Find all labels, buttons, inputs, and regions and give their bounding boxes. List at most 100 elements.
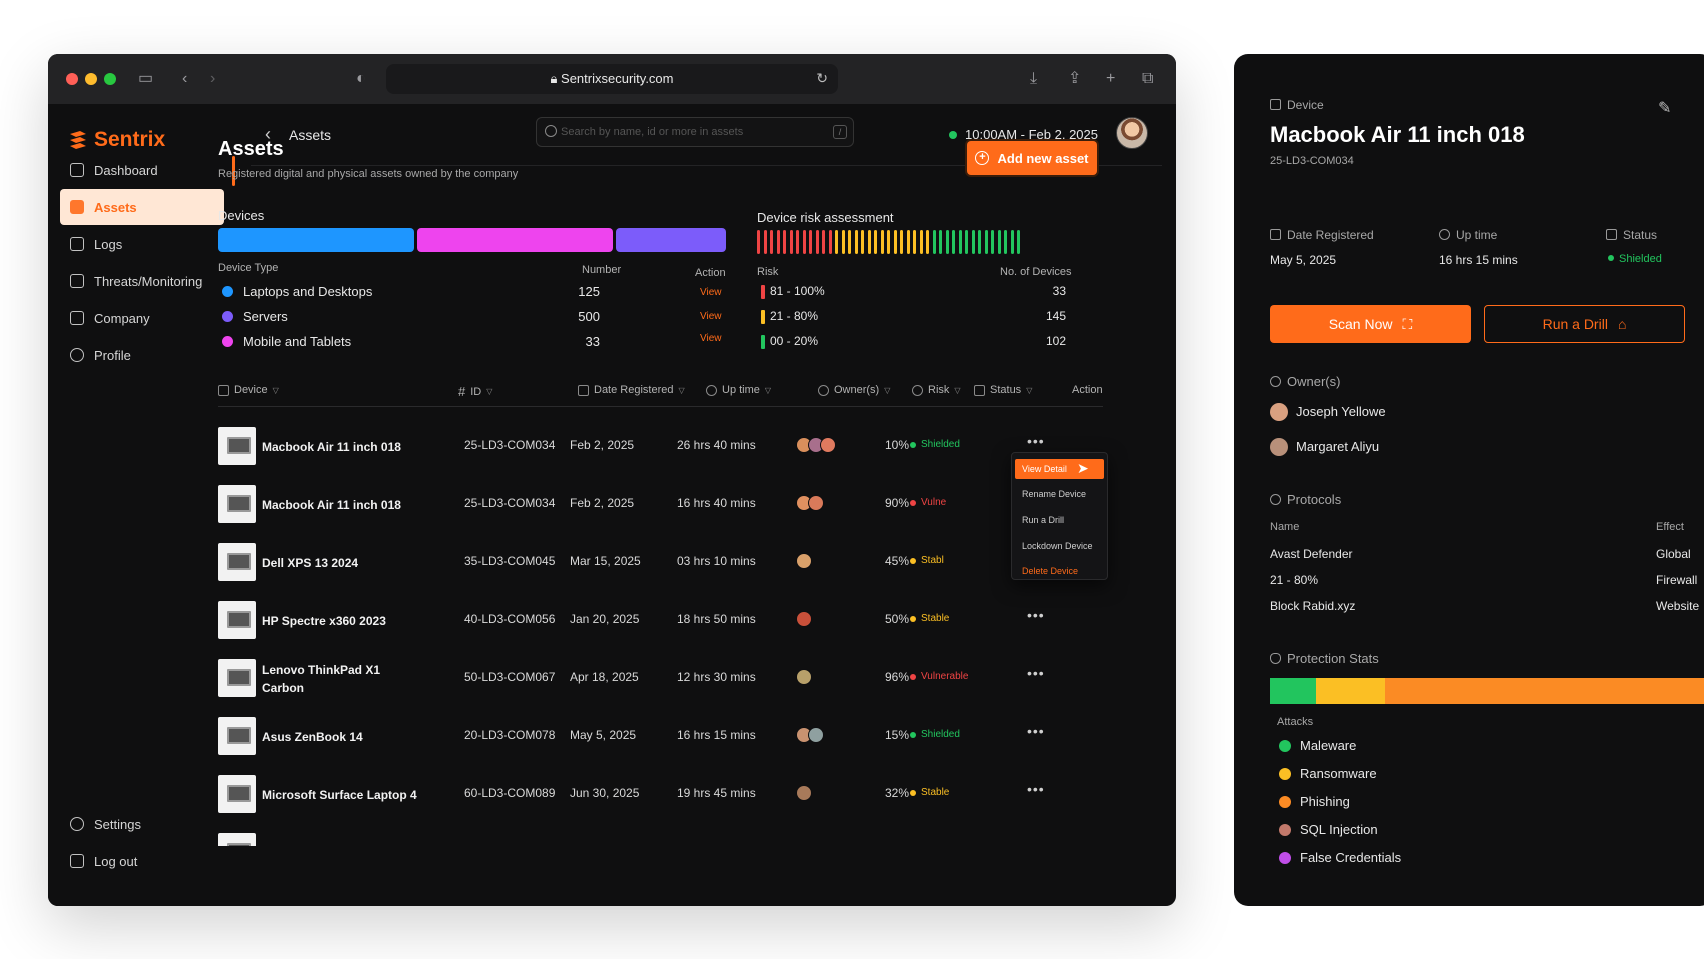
column-header-date[interactable]: Date Registered ▽ [578, 384, 685, 396]
risk-header-risk: Risk [757, 266, 779, 278]
browser-window: ▭ ‹ › ◐ 🔒︎ Sentrixsecurity.com ↻ ⤓ ⇪ + ⧉… [48, 54, 1176, 906]
risk-gauge-tick [991, 230, 994, 254]
search-box[interactable]: / [536, 117, 854, 147]
status-text: Vulnerable [921, 671, 969, 682]
menu-item-lockdown-device[interactable]: Lockdown Device [1022, 541, 1093, 551]
tabs-overview-icon[interactable]: ⧉ [1142, 70, 1154, 87]
view-mobile-link[interactable]: View [700, 333, 722, 344]
more-options-icon[interactable]: ••• [1027, 665, 1045, 681]
status-text: Stabl [921, 555, 944, 566]
sidebar-item-assets[interactable]: Assets [60, 189, 224, 225]
owner-avatars [796, 611, 812, 627]
column-header-owners[interactable]: Owner(s) ▽ [818, 384, 890, 396]
device-thumbnail [218, 601, 256, 639]
legend-dot-servers [222, 311, 233, 322]
menu-item-rename-device[interactable]: Rename Device [1022, 489, 1087, 499]
shield-icon[interactable]: ◐ [356, 70, 366, 87]
breadcrumb[interactable]: Assets [289, 127, 332, 143]
reload-icon[interactable]: ↻ [816, 70, 828, 86]
sidebar-item-settings[interactable]: Settings [60, 806, 224, 842]
add-new-asset-button[interactable]: + Add new asset [967, 141, 1097, 175]
column-header-device[interactable]: Device ▽ [218, 384, 279, 396]
table-row[interactable]: Lenovo ThinkPad X1 Carbon 50-LD3-COM067 … [218, 649, 1103, 705]
share-icon[interactable]: ⇪ [1068, 70, 1082, 87]
forward-icon[interactable]: › [210, 70, 216, 87]
sidebar-item-company[interactable]: Company [60, 300, 224, 336]
protocol-header-name: Name [1270, 521, 1300, 533]
risk-gauge-tick [900, 230, 903, 254]
status-text: Stable [921, 787, 950, 798]
owner-avatars [796, 669, 812, 685]
sidebar-item-dashboard[interactable]: Dashboard [60, 152, 224, 188]
device-name: Microsoft Surface Laptop 4 [262, 788, 417, 802]
table-row[interactable]: Macbook Air 11 inch 018 25-LD3-COM034 Fe… [218, 475, 1103, 531]
table-row[interactable]: HP Spectre x360 2023 40-LD3-COM056 Jan 2… [218, 591, 1103, 647]
device-thumbnail [218, 833, 256, 846]
scan-now-button[interactable]: Scan Now ⛶ [1270, 305, 1471, 343]
sidebar-item-threats[interactable]: Threats/Monitoring [60, 263, 224, 299]
risk-gauge-tick [913, 230, 916, 254]
device-name: Macbook Air 11 inch 018 [262, 498, 401, 512]
owner-name[interactable]: Joseph Yellowe [1296, 404, 1386, 419]
risk-gauge-tick [893, 230, 897, 254]
minimize-window-button[interactable] [85, 73, 97, 85]
table-row[interactable] [218, 823, 1103, 846]
menu-item-delete-device[interactable]: Delete Device [1022, 566, 1079, 576]
column-header-id[interactable]: # ID ▽ [458, 384, 492, 399]
table-row[interactable]: Asus ZenBook 14 20-LD3-COM078 May 5, 202… [218, 707, 1103, 763]
protocols-section-label: Protocols [1270, 492, 1341, 507]
view-servers-link[interactable]: View [700, 311, 722, 322]
new-tab-icon[interactable]: + [1106, 70, 1116, 87]
risk-gauge-tick [932, 230, 936, 254]
edit-pencil-icon[interactable]: ✎ [1658, 100, 1672, 117]
sidebar-item-logout[interactable]: Log out [60, 843, 224, 879]
device-risk: 50% [885, 612, 910, 626]
logo[interactable]: Sentrix [66, 128, 165, 152]
calendar-icon [578, 384, 589, 396]
device-uptime: 19 hrs 45 mins [677, 786, 756, 800]
more-options-icon[interactable]: ••• [1027, 723, 1045, 739]
download-icon[interactable]: ⤓ [1030, 70, 1038, 87]
more-options-icon[interactable]: ••• [1027, 607, 1045, 623]
menu-item-run-drill[interactable]: Run a Drill [1022, 515, 1065, 525]
protocol-name: Avast Defender [1270, 547, 1353, 561]
owners-icon [818, 384, 829, 396]
status-text: Shielded [921, 729, 960, 740]
table-row[interactable]: Microsoft Surface Laptop 4 60-LD3-COM089… [218, 765, 1103, 821]
more-options-icon[interactable]: ••• [1027, 433, 1045, 449]
back-chevron-icon[interactable]: ‹ [265, 124, 271, 144]
user-avatar[interactable] [1116, 117, 1148, 149]
table-row[interactable]: Macbook Air 11 inch 018 25-LD3-COM034 Fe… [218, 417, 1103, 473]
device-name: Asus ZenBook 14 [262, 730, 363, 744]
menu-item-view-detail[interactable]: View Detail [1015, 459, 1104, 479]
device-uptime: 26 hrs 40 mins [677, 438, 756, 452]
risk-gauge-tick [874, 230, 877, 254]
risk-gauge-tick [958, 230, 962, 254]
view-laptops-link[interactable]: View [700, 287, 722, 298]
search-input[interactable] [561, 123, 821, 141]
page-subtitle: Registered digital and physical assets o… [218, 168, 519, 180]
more-options-icon[interactable]: ••• [1027, 781, 1045, 797]
protocol-effect: Firewall [1656, 573, 1698, 587]
monitor-icon [70, 274, 84, 288]
status-label-text: Status [1623, 228, 1658, 242]
column-header-uptime[interactable]: Up time ▽ [706, 384, 771, 396]
sidebar-toggle-icon[interactable]: ▭ [138, 70, 154, 87]
owner-name[interactable]: Margaret Aliyu [1296, 439, 1380, 454]
column-header-risk[interactable]: Risk ▽ [912, 384, 961, 396]
address-bar[interactable]: 🔒︎ Sentrixsecurity.com ↻ [386, 64, 838, 94]
sidebar-item-logs[interactable]: Logs [60, 226, 224, 262]
risk-gauge-tick [919, 230, 923, 254]
table-row[interactable]: Dell XPS 13 2024 35-LD3-COM045 Mar 15, 2… [218, 533, 1103, 589]
status-badge: Shielded [910, 729, 960, 740]
run-drill-button[interactable]: Run a Drill ⌂ [1484, 305, 1685, 343]
sidebar-item-profile[interactable]: Profile [60, 337, 224, 373]
company-icon [70, 311, 84, 325]
column-header-status[interactable]: Status ▽ [974, 384, 1032, 396]
owner-avatars [796, 495, 824, 511]
owners-icon [1270, 376, 1281, 387]
back-icon[interactable]: ‹ [182, 70, 188, 87]
status-badge: Shielded [910, 439, 960, 450]
close-window-button[interactable] [66, 73, 78, 85]
maximize-window-button[interactable] [104, 73, 116, 85]
